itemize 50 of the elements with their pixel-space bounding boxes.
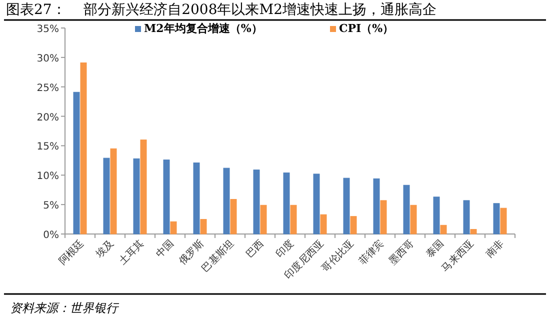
bar <box>253 170 260 234</box>
x-tick-label: 中国 <box>153 238 176 260</box>
bar <box>440 224 447 234</box>
bar <box>230 199 237 234</box>
bar <box>500 208 507 234</box>
bar <box>343 178 350 234</box>
chart-title: 图表27： 部分新兴经济自2008年以来M2增速快速上扬，通胀高企 <box>6 2 436 18</box>
y-tick-label: 25% <box>36 82 59 94</box>
x-tick-label: 埃及 <box>92 238 116 261</box>
bar <box>193 162 200 234</box>
y-tick-label: 5% <box>43 200 59 212</box>
y-tick-label: 10% <box>36 171 59 182</box>
y-tick-label: 35% <box>36 24 59 35</box>
x-tick-label: 泰国 <box>424 238 446 260</box>
x-tick-label: 巴西 <box>244 238 266 260</box>
bar <box>140 140 147 234</box>
bar <box>493 203 500 234</box>
x-tick-label: 印度 <box>273 238 296 260</box>
bar <box>373 178 380 234</box>
bar <box>313 174 320 234</box>
bar <box>290 204 297 234</box>
y-tick-label: 0% <box>43 230 59 241</box>
bar <box>110 148 117 234</box>
y-tick-label: 30% <box>36 53 59 64</box>
bar <box>170 221 177 234</box>
bar <box>403 184 410 234</box>
bar <box>410 204 417 234</box>
bar <box>463 200 470 234</box>
bar <box>133 158 140 234</box>
bar <box>350 216 357 234</box>
bar <box>163 160 170 234</box>
x-tick-label: 菲律宾 <box>356 238 386 268</box>
x-tick-label: 阿根廷 <box>56 238 86 268</box>
bar <box>103 158 110 234</box>
bar <box>470 229 477 234</box>
bar <box>283 172 290 234</box>
x-tick-label: 南非 <box>483 238 506 260</box>
bar <box>223 168 230 234</box>
bar <box>380 200 387 234</box>
bar <box>80 62 87 234</box>
text: 资料来源：世界银行 <box>10 301 120 315</box>
x-tick-label: 土耳其 <box>116 238 146 268</box>
y-tick-label: 15% <box>36 142 59 153</box>
bar <box>260 204 267 234</box>
x-tick-label: 墨西哥 <box>387 238 416 268</box>
y-tick-label: 20% <box>36 112 59 124</box>
bar <box>200 219 207 234</box>
bar <box>433 196 440 234</box>
bar <box>320 214 327 234</box>
bar <box>73 92 80 234</box>
